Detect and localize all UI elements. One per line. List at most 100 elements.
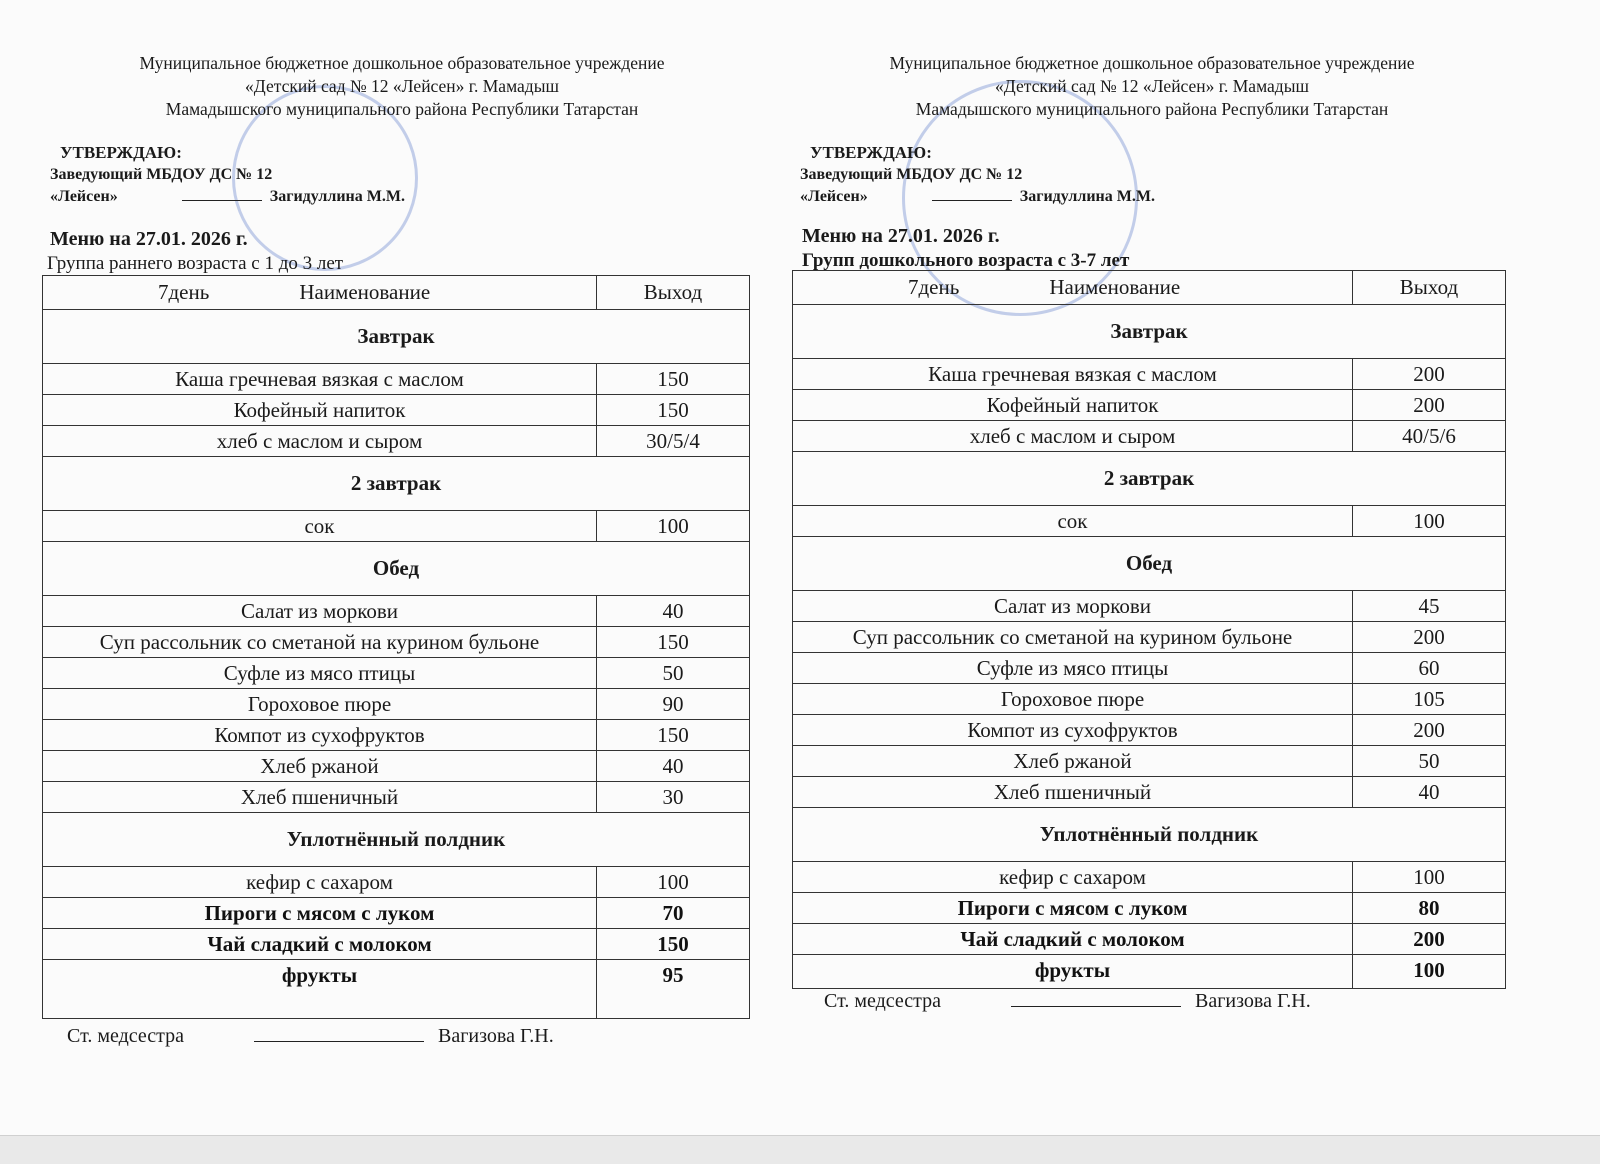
- table-row: Салат из моркови 40: [42, 595, 750, 627]
- dish-name: хлеб с маслом и сыром: [792, 420, 1353, 452]
- table-row: Хлеб пшеничный 30: [42, 781, 750, 813]
- dish-name: Хлеб ржаной: [42, 750, 597, 782]
- table-row: фрукты 100: [792, 954, 1506, 989]
- nurse-role: Ст. медсестра: [824, 990, 941, 1012]
- meal-section-row: 2 завтрак: [42, 456, 750, 511]
- dish-output: 70: [596, 897, 750, 929]
- dish-name: Салат из моркови: [792, 590, 1353, 622]
- nurse-signature-block: Ст. медсестра Вагизова Г.Н.: [67, 1025, 554, 1048]
- table-row: Кофейный напиток 150: [42, 394, 750, 426]
- name-header: Наименование: [299, 280, 431, 304]
- table-row: сок 100: [792, 505, 1506, 537]
- dish-name: Хлеб пшеничный: [792, 776, 1353, 808]
- dish-name: фрукты: [42, 959, 597, 1019]
- nurse-name: Вагизова Г.Н.: [438, 1025, 554, 1047]
- name-header: Наименование: [1049, 275, 1181, 299]
- approver-position: Заведующий МБДОУ ДС № 12: [800, 166, 1023, 183]
- organization-header: Муниципальное бюджетное дошкольное образ…: [792, 52, 1512, 121]
- dish-name: Каша гречневая вязкая с маслом: [792, 358, 1353, 390]
- dish-output: 40/5/6: [1352, 420, 1506, 452]
- table-row: Компот из сухофруктов 150: [42, 719, 750, 751]
- table-row: Пироги с мясом с луком 80: [792, 892, 1506, 924]
- dish-name: Кофейный напиток: [42, 394, 597, 426]
- table-row: Каша гречневая вязкая с маслом 200: [792, 358, 1506, 390]
- table-row: хлеб с маслом и сыром 40/5/6: [792, 420, 1506, 452]
- table-row: Суфле из мясо птицы 60: [792, 652, 1506, 684]
- nurse-signature-block: Ст. медсестра Вагизова Г.Н.: [824, 990, 1311, 1013]
- dish-name: хлеб с маслом и сыром: [42, 425, 597, 457]
- approver-name: Загидуллина М.М.: [1019, 188, 1155, 205]
- dish-name: Суп рассольник со сметаной на курином бу…: [42, 626, 597, 658]
- dish-output: 90: [596, 688, 750, 720]
- meal-section-row: Завтрак: [42, 309, 750, 364]
- meal-section-title: Обед: [42, 541, 750, 596]
- table-row: Кофейный напиток 200: [792, 389, 1506, 421]
- table-row: Компот из сухофруктов 200: [792, 714, 1506, 746]
- dish-name: Компот из сухофруктов: [792, 714, 1353, 746]
- dish-output: 200: [1352, 714, 1506, 746]
- approval-block: УТВЕРЖДАЮ: Заведующий МБДОУ ДС № 12 «Лей…: [800, 142, 1155, 208]
- meal-section-title: Уплотнённый полдник: [42, 812, 750, 867]
- org-line: Мамадышского муниципального района Респу…: [915, 99, 1389, 119]
- approval-title: УТВЕРЖДАЮ:: [60, 143, 182, 162]
- dish-output: 150: [596, 394, 750, 426]
- approval-title: УТВЕРЖДАЮ:: [810, 143, 932, 162]
- approver-position: Заведующий МБДОУ ДС № 12: [50, 166, 273, 183]
- meal-section-row: Обед: [792, 536, 1506, 591]
- table-header-row: 7день Наименование Выход: [42, 275, 750, 310]
- table-row: Хлеб пшеничный 40: [792, 776, 1506, 808]
- dish-output: 80: [1352, 892, 1506, 924]
- table-row: Каша гречневая вязкая с маслом 150: [42, 363, 750, 395]
- dish-name: фрукты: [792, 954, 1353, 989]
- dish-name: сок: [42, 510, 597, 542]
- table-row: Чай сладкий с молоком 200: [792, 923, 1506, 955]
- dish-output: 95: [596, 959, 750, 1019]
- dish-output: 60: [1352, 652, 1506, 684]
- output-header: Выход: [1352, 270, 1506, 305]
- org-line: Муниципальное бюджетное дошкольное образ…: [139, 53, 665, 73]
- menu-panel-early-age: Муниципальное бюджетное дошкольное образ…: [42, 0, 762, 1100]
- dish-name: Чай сладкий с молоком: [42, 928, 597, 960]
- output-header: Выход: [596, 275, 750, 310]
- dish-name: Компот из сухофруктов: [42, 719, 597, 751]
- dish-output: 105: [1352, 683, 1506, 715]
- dish-name: Хлеб пшеничный: [42, 781, 597, 813]
- dish-name: кефир с сахаром: [792, 861, 1353, 893]
- meal-section-row: 2 завтрак: [792, 451, 1506, 506]
- dish-name: Гороховое пюре: [42, 688, 597, 720]
- dish-name: Кофейный напиток: [792, 389, 1353, 421]
- menu-panel-preschool: Муниципальное бюджетное дошкольное образ…: [792, 0, 1512, 1100]
- age-group: Групп дошкольного возраста с 3-7 лет: [802, 250, 1130, 271]
- dish-name: Суфле из мясо птицы: [792, 652, 1353, 684]
- dish-name: Пироги с мясом с луком: [792, 892, 1353, 924]
- table-row: сок 100: [42, 510, 750, 542]
- signature-line: [931, 200, 1012, 201]
- table-row: кефир с сахаром 100: [42, 866, 750, 898]
- dish-output: 50: [596, 657, 750, 689]
- table-row: Чай сладкий с молоком 150: [42, 928, 750, 960]
- approver-org: «Лейсен»: [50, 188, 118, 205]
- dish-name: Хлеб ржаной: [792, 745, 1353, 777]
- dish-output: 45: [1352, 590, 1506, 622]
- dish-output: 40: [596, 595, 750, 627]
- dish-output: 100: [1352, 505, 1506, 537]
- dish-name: Суфле из мясо птицы: [42, 657, 597, 689]
- table-row: Суфле из мясо птицы 50: [42, 657, 750, 689]
- dish-output: 200: [1352, 621, 1506, 653]
- dish-output: 40: [1352, 776, 1506, 808]
- dish-name: Салат из моркови: [42, 595, 597, 627]
- table-header-row: 7день Наименование Выход: [792, 270, 1506, 305]
- dish-name: Гороховое пюре: [792, 683, 1353, 715]
- menu-table: 7день Наименование Выход Завтрак Каша греч…: [42, 275, 750, 1019]
- table-row: Хлеб ржаной 40: [42, 750, 750, 782]
- table-row: Гороховое пюре 90: [42, 688, 750, 720]
- table-row: Салат из моркови 45: [792, 590, 1506, 622]
- meal-section-title: Обед: [792, 536, 1506, 591]
- table-row: Суп рассольник со сметаной на курином бу…: [792, 621, 1506, 653]
- org-line: «Детский сад № 12 «Лейсен» г. Мамадыш: [995, 76, 1309, 96]
- dish-output: 100: [1352, 861, 1506, 893]
- meal-section-title: Уплотнённый полдник: [792, 807, 1506, 862]
- dish-output: 100: [596, 866, 750, 898]
- dish-name: сок: [792, 505, 1353, 537]
- meal-section-row: Обед: [42, 541, 750, 596]
